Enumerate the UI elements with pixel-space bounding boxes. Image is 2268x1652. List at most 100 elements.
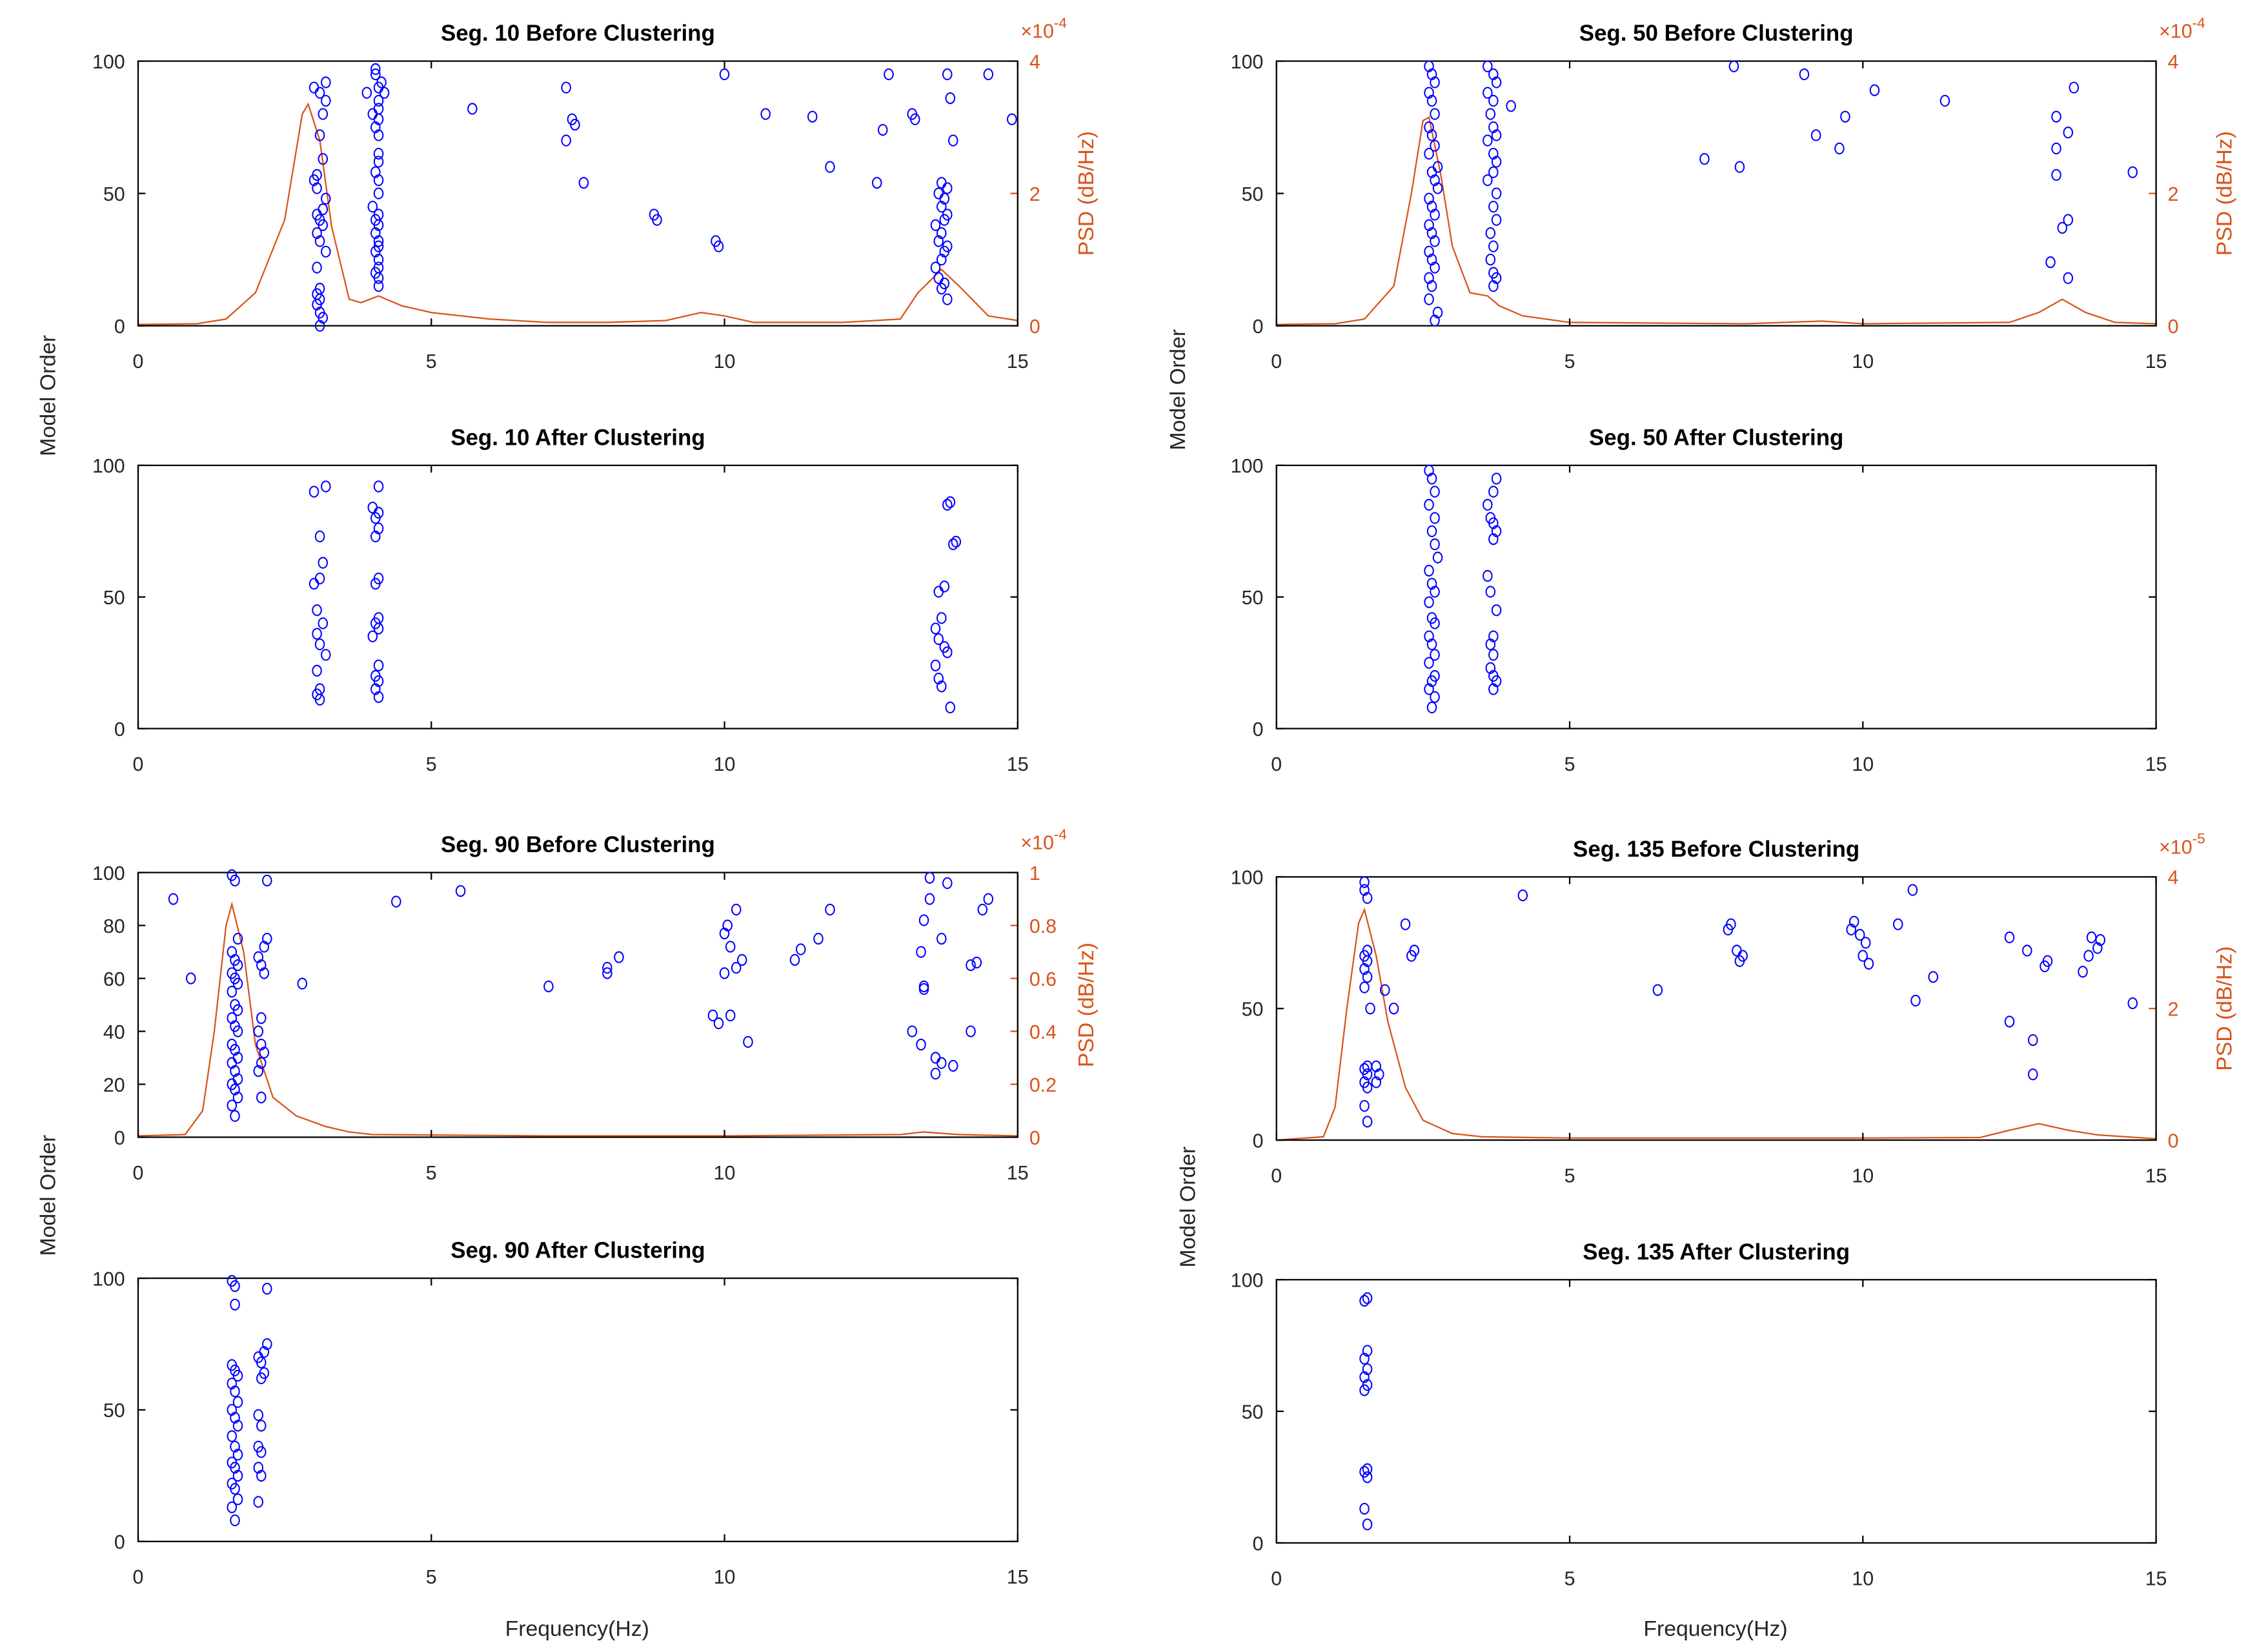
data-point	[1907, 884, 1918, 896]
data-point	[1371, 1060, 1382, 1072]
data-point	[918, 914, 929, 926]
psd-axis-label: PSD (dB/Hz)	[2212, 946, 2237, 1071]
data-point	[227, 1378, 238, 1390]
data-point	[1424, 192, 1434, 205]
data-point	[373, 480, 384, 493]
x-tick-label: 15	[2145, 351, 2167, 372]
data-point	[318, 108, 329, 120]
data-point	[1488, 166, 1499, 178]
y-tick-label: 100	[1231, 455, 1264, 477]
data-point	[807, 110, 818, 123]
data-point	[256, 1038, 267, 1051]
subplot-title: Seg. 50 After Clustering	[1589, 425, 1843, 450]
data-point	[2004, 1015, 2015, 1028]
data-point	[930, 219, 941, 231]
data-point	[373, 240, 384, 252]
data-point	[2042, 955, 2053, 967]
data-point	[1799, 68, 1810, 81]
data-point	[253, 1409, 264, 1422]
data-point	[578, 177, 589, 189]
data-point	[230, 1298, 240, 1310]
data-point	[1892, 918, 1903, 930]
data-point	[227, 1403, 238, 1416]
data-point	[1840, 110, 1850, 123]
data-point	[1362, 1463, 1373, 1475]
data-point	[543, 980, 554, 993]
data-point	[373, 280, 384, 292]
data-point	[312, 227, 322, 240]
data-point	[743, 1035, 753, 1048]
x-tick-label: 10	[714, 1162, 736, 1184]
data-point	[230, 999, 240, 1011]
data-point	[312, 168, 322, 181]
data-point	[168, 893, 179, 905]
data-point	[1426, 638, 1437, 651]
data-point	[232, 1449, 243, 1461]
data-point	[942, 209, 953, 221]
y-tick-label: 100	[92, 455, 125, 477]
data-point	[2092, 942, 2103, 954]
y-tick-label: 50	[1242, 183, 1264, 205]
data-point	[1726, 918, 1736, 930]
data-point	[1388, 1003, 1399, 1015]
data-point	[731, 962, 742, 974]
data-point	[1359, 1294, 1370, 1307]
y-tick-label: 50	[1242, 998, 1264, 1020]
data-point	[232, 1493, 243, 1505]
x-tick-label: 15	[1007, 1162, 1029, 1184]
data-point	[230, 1110, 240, 1122]
data-point	[1491, 214, 1502, 226]
x-tick-label: 5	[1564, 351, 1575, 372]
data-point	[297, 977, 308, 990]
data-point	[1869, 84, 1880, 96]
data-point	[930, 261, 941, 274]
data-point	[1488, 201, 1499, 213]
data-point	[1424, 148, 1434, 160]
data-point	[736, 953, 747, 966]
data-point	[930, 1067, 941, 1080]
data-point	[1488, 485, 1499, 498]
subplot-5: Seg. 135 Before Clustering 0 2 4 ×10-5 PSD (d…	[1231, 831, 2237, 1187]
data-point	[227, 985, 238, 998]
data-point	[309, 485, 319, 498]
data-point	[262, 874, 272, 887]
data-point	[1426, 473, 1437, 485]
data-point	[1488, 148, 1499, 160]
data-point	[256, 1469, 267, 1482]
data-point	[373, 659, 384, 671]
subplot-title: Seg. 10 Before Clustering	[441, 21, 715, 46]
subplot-4: Seg. 90 Before Clustering 0 0.2 0.4 0.6 0.8 1 ×…	[92, 826, 1099, 1184]
data-point	[1858, 950, 1868, 962]
data-point	[227, 1430, 238, 1442]
data-point	[259, 941, 270, 953]
subplot-7: Seg. 135 After Clustering 0 5 10 15 0 50 100	[1231, 1239, 2167, 1590]
x-axis-label-right: Frequency(Hz)	[1643, 1616, 1787, 1641]
data-point	[312, 182, 322, 194]
data-point	[232, 1091, 243, 1104]
subplot-title: Seg. 10 After Clustering	[451, 425, 705, 450]
data-point	[1488, 95, 1499, 107]
x-tick-label: 10	[714, 753, 736, 775]
y-tick-label: 50	[1242, 587, 1264, 609]
data-point	[1426, 129, 1437, 141]
psd-tick-label: 1	[1029, 862, 1040, 884]
data-point	[2063, 272, 2074, 284]
data-point	[1007, 113, 1017, 125]
data-point	[1380, 984, 1390, 996]
data-point	[321, 192, 331, 205]
subplot-3: Seg. 50 After Clustering 0 5 10 15 0 50 100	[1231, 425, 2167, 775]
data-point	[1424, 60, 1434, 72]
data-point	[1426, 701, 1437, 714]
y-tick-label: 50	[103, 183, 125, 205]
data-point	[2063, 214, 2074, 226]
data-point	[232, 1073, 243, 1085]
x-tick-label: 0	[133, 351, 144, 372]
data-point	[1910, 994, 1921, 1007]
data-point	[227, 1456, 238, 1469]
data-point	[561, 134, 571, 147]
data-point	[1488, 649, 1499, 661]
data-point	[1424, 121, 1434, 134]
data-point	[713, 1017, 724, 1030]
data-point	[936, 1057, 947, 1069]
